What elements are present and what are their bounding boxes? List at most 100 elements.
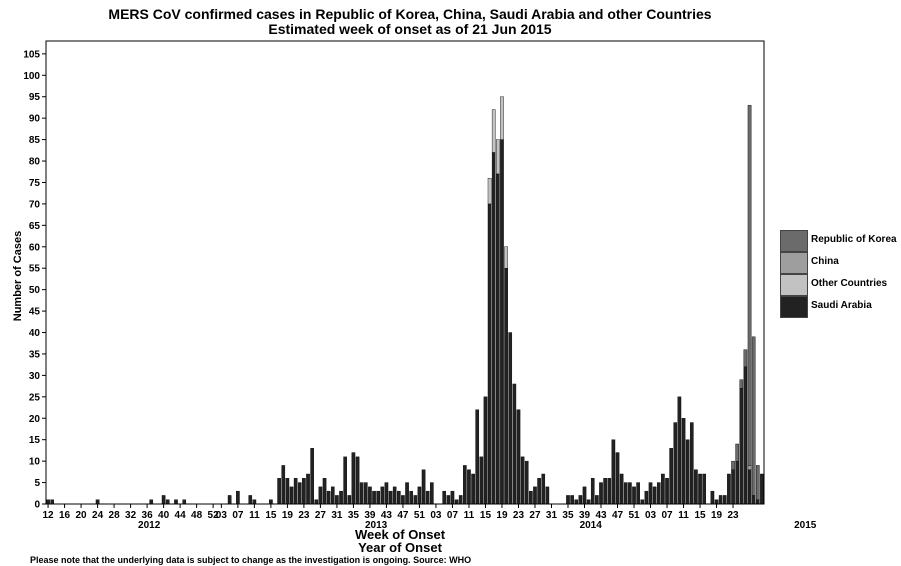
bar-saudi-arabia xyxy=(372,490,376,505)
x-tick-label: 11 xyxy=(249,510,260,521)
legend-label-korea: Republic of Korea xyxy=(811,234,897,245)
x-tick-label: 47 xyxy=(397,510,409,521)
bar-saudi-arabia xyxy=(599,482,603,505)
bar-saudi-arabia xyxy=(747,469,752,505)
legend-label-china: China xyxy=(811,256,839,267)
bar-saudi-arabia xyxy=(714,499,719,505)
bar-saudi-arabia xyxy=(529,490,533,505)
x-tick-label: 31 xyxy=(331,510,343,521)
chart-title: MERS CoV confirmed cases in Republic of … xyxy=(108,6,712,22)
bar-saudi-arabia xyxy=(496,173,500,505)
x-tick-label: 35 xyxy=(348,510,360,521)
y-tick-label: 105 xyxy=(23,49,40,60)
bar-other-countries xyxy=(500,96,504,140)
x-tick-label: 12 xyxy=(43,510,55,521)
bar-saudi-arabia xyxy=(731,469,735,505)
bar-saudi-arabia xyxy=(520,456,525,505)
y-tick-label: 80 xyxy=(29,157,41,168)
bar-republic-of-korea xyxy=(747,105,752,466)
x-tick-label: 15 xyxy=(694,510,706,521)
y-tick-label: 95 xyxy=(29,92,41,103)
x-tick-label: 47 xyxy=(612,510,624,521)
x-tick-label: 23 xyxy=(727,510,739,521)
x-tick-label: 19 xyxy=(496,510,508,521)
bar-saudi-arabia xyxy=(425,490,430,505)
bar-saudi-arabia xyxy=(685,439,690,505)
bar-saudi-arabia xyxy=(413,495,418,505)
y-tick-label: 60 xyxy=(29,242,41,253)
y-tick-label: 25 xyxy=(29,392,41,403)
bar-saudi-arabia xyxy=(388,490,393,505)
x-axis-label: Week of Onset xyxy=(354,527,446,542)
bar-saudi-arabia xyxy=(578,495,583,505)
bar-saudi-arabia xyxy=(446,495,451,505)
source-note: Please note that the underlying data is … xyxy=(30,555,472,565)
y-tick-label: 45 xyxy=(29,307,41,318)
bar-saudi-arabia xyxy=(359,482,364,505)
x-tick-label: 40 xyxy=(158,510,170,521)
x-tick-label: 51 xyxy=(414,510,426,521)
y-axis-label: Number of Cases xyxy=(12,230,24,322)
bar-republic-of-korea xyxy=(743,349,748,368)
bar-saudi-arabia xyxy=(236,490,240,505)
x-tick-label: 19 xyxy=(711,510,723,521)
legend-swatch-china xyxy=(780,252,808,274)
bar-saudi-arabia xyxy=(483,396,488,505)
bar-saudi-arabia xyxy=(306,473,310,505)
x-tick-label: 24 xyxy=(92,510,104,521)
x-tick-label: 15 xyxy=(265,510,277,521)
bar-saudi-arabia xyxy=(281,465,286,505)
bar-saudi-arabia xyxy=(335,495,339,505)
bar-saudi-arabia xyxy=(165,499,170,505)
y-tick-label: 70 xyxy=(29,199,41,210)
bar-saudi-arabia xyxy=(648,482,653,505)
y-tick-label: 75 xyxy=(29,178,41,189)
bar-saudi-arabia xyxy=(566,495,570,505)
x-tick-label: 23 xyxy=(513,510,525,521)
bar-saudi-arabia xyxy=(458,495,463,505)
bar-saudi-arabia xyxy=(545,486,550,505)
x-tick-label: 51 xyxy=(628,510,640,521)
x-tick-label: 11 xyxy=(464,510,475,521)
bar-saudi-arabia xyxy=(702,473,706,505)
x-tick-label: 07 xyxy=(447,510,459,521)
bar-saudi-arabia xyxy=(248,495,253,505)
bar-saudi-arabia xyxy=(516,409,521,505)
bar-saudi-arabia xyxy=(751,495,756,505)
y-tick-label: 50 xyxy=(29,285,41,296)
year-label: 2012 xyxy=(138,520,161,531)
legend-swatch-saudi xyxy=(780,296,808,318)
y-tick-label: 65 xyxy=(29,221,41,232)
bar-republic-of-korea xyxy=(735,443,739,462)
x-tick-label: 36 xyxy=(142,510,154,521)
bar-saudi-arabia xyxy=(95,499,100,505)
bar-saudi-arabia xyxy=(669,448,673,505)
x-tick-label: 52 xyxy=(208,510,220,521)
bar-saudi-arabia xyxy=(363,482,368,505)
bar-saudi-arabia xyxy=(689,422,694,505)
bar-saudi-arabia xyxy=(401,495,405,505)
bar-saudi-arabia xyxy=(310,448,314,505)
bar-saudi-arabia xyxy=(656,482,661,505)
y-tick-label: 15 xyxy=(29,435,41,446)
bar-saudi-arabia xyxy=(297,482,302,505)
bar-republic-of-korea xyxy=(731,460,735,470)
bar-saudi-arabia xyxy=(504,268,508,505)
x-tick-label: 19 xyxy=(282,510,294,521)
x-tick-label: 16 xyxy=(59,510,71,521)
bar-saudi-arabia xyxy=(718,495,723,505)
bar-saudi-arabia xyxy=(318,486,323,505)
bar-saudi-arabia xyxy=(384,482,389,505)
x-tick-label: 07 xyxy=(661,510,673,521)
bar-saudi-arabia xyxy=(570,495,574,505)
y-tick-label: 0 xyxy=(34,500,40,511)
bar-saudi-arabia xyxy=(479,456,484,505)
x-tick-label: 43 xyxy=(595,510,607,521)
x-tick-label: 11 xyxy=(678,510,689,521)
bar-saudi-arabia xyxy=(174,499,178,505)
bar-saudi-arabia xyxy=(636,482,640,505)
y-tick-label: 35 xyxy=(29,349,41,360)
bar-saudi-arabia xyxy=(512,383,517,505)
bar-saudi-arabia xyxy=(607,478,612,505)
